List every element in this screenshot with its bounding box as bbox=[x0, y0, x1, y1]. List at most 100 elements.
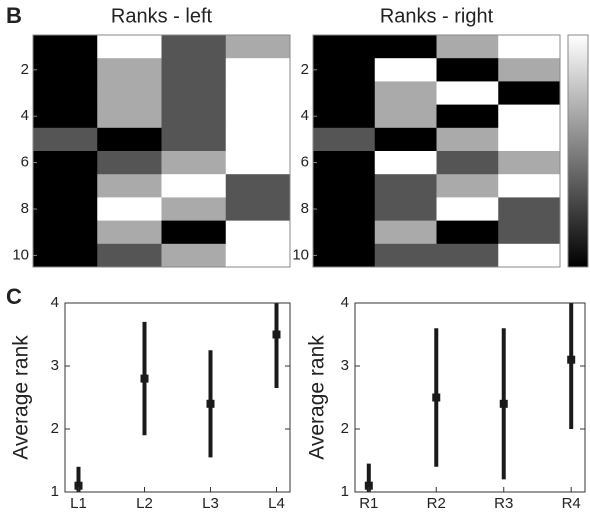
y-tick-label: 4 bbox=[301, 107, 309, 124]
heatmap-cell bbox=[313, 104, 376, 129]
chart-title: Ranks - right bbox=[380, 5, 494, 27]
heatmap-cell bbox=[225, 104, 291, 129]
colorbar bbox=[567, 34, 589, 268]
heatmap-cell bbox=[498, 220, 561, 245]
x-tick-label: L2 bbox=[136, 495, 153, 512]
heatmap-cell bbox=[313, 35, 376, 59]
marker bbox=[499, 399, 508, 408]
heatmap-cell bbox=[33, 243, 98, 268]
heatmap-cell bbox=[436, 35, 499, 59]
y-tick-label: 8 bbox=[21, 200, 29, 217]
x-tick-label: R1 bbox=[359, 495, 378, 512]
heatmap-cell bbox=[161, 35, 227, 59]
y-tick-label: 1 bbox=[51, 483, 59, 500]
heatmap-cell bbox=[33, 127, 98, 152]
plot-frame bbox=[354, 302, 586, 493]
x-tick-label: R4 bbox=[562, 495, 581, 512]
heatmap-cell bbox=[313, 243, 376, 268]
heatmap-cell bbox=[97, 220, 162, 245]
heatmap-cell bbox=[374, 243, 437, 268]
y-tick-label: 8 bbox=[301, 200, 309, 217]
plot-area bbox=[74, 303, 281, 492]
heatmap-cell bbox=[161, 104, 227, 129]
heatmap-cell bbox=[225, 58, 291, 82]
heatmap-cell bbox=[374, 58, 437, 82]
plot-frame bbox=[312, 34, 561, 268]
marker bbox=[206, 399, 215, 408]
heatmap-cell bbox=[225, 243, 291, 268]
heatmap-cell bbox=[436, 58, 499, 82]
x-tick-label: R2 bbox=[427, 495, 446, 512]
y-tick-label: 2 bbox=[51, 420, 59, 437]
y-axis-label: Average rank bbox=[10, 335, 33, 460]
y-tick-label: 4 bbox=[51, 294, 59, 311]
heatmap-cell bbox=[374, 174, 437, 198]
heatmap-cell bbox=[498, 104, 561, 129]
y-tick-label: 4 bbox=[21, 107, 29, 124]
panel-label: B bbox=[6, 3, 22, 28]
heatmap-cell bbox=[225, 220, 291, 245]
heatmap-cell bbox=[436, 81, 499, 106]
heatmap-cell bbox=[498, 243, 561, 268]
x-tick-label: L4 bbox=[268, 495, 285, 512]
heatmap-cell bbox=[225, 127, 291, 152]
heatmap-cell bbox=[97, 104, 162, 129]
heatmap-cell bbox=[436, 174, 499, 198]
heatmap-cell bbox=[436, 220, 499, 245]
marker bbox=[272, 330, 281, 339]
heatmap-cell bbox=[33, 35, 98, 59]
heatmap-cell bbox=[97, 81, 162, 106]
y-tick-label: 6 bbox=[301, 154, 309, 171]
heatmap-cell bbox=[313, 174, 376, 198]
y-tick-label: 3 bbox=[51, 357, 59, 374]
y-tick-label: 4 bbox=[341, 294, 349, 311]
y-tick-label: 3 bbox=[341, 357, 349, 374]
heatmap-cell bbox=[313, 220, 376, 245]
marker bbox=[432, 393, 441, 402]
heatmap-cell bbox=[374, 197, 437, 222]
heatmap-cell bbox=[498, 174, 561, 198]
plot-frame bbox=[64, 302, 291, 493]
y-axis-label: Average rank bbox=[306, 335, 329, 460]
panel-label: C bbox=[6, 284, 22, 309]
y-tick-label: 10 bbox=[292, 246, 309, 263]
heatmap-cell bbox=[436, 104, 499, 129]
heatmap-cell bbox=[97, 127, 162, 152]
heatmap-cell bbox=[436, 243, 499, 268]
heatmap-cell bbox=[161, 243, 227, 268]
heatmap-cell bbox=[161, 58, 227, 82]
heatmap-cell bbox=[97, 197, 162, 222]
heatmap-cell bbox=[161, 127, 227, 152]
heatmap-cell bbox=[33, 58, 98, 82]
heatmap-cell bbox=[225, 174, 291, 198]
y-tick-label: 10 bbox=[12, 246, 29, 263]
heatmap-cell bbox=[313, 197, 376, 222]
heatmap-cell bbox=[161, 220, 227, 245]
heatmap-cell bbox=[161, 197, 227, 222]
heatmap-cell bbox=[374, 151, 437, 175]
heatmap-cell bbox=[313, 81, 376, 106]
y-tick-label: 2 bbox=[301, 61, 309, 78]
heatmap-cell bbox=[374, 220, 437, 245]
plot-area bbox=[364, 303, 576, 492]
heatmap-cell bbox=[313, 151, 376, 175]
x-tick-label: L3 bbox=[202, 495, 219, 512]
heatmap-cell bbox=[225, 197, 291, 222]
heatmap-cell bbox=[33, 104, 98, 129]
marker bbox=[140, 374, 149, 383]
y-tick-label: 2 bbox=[341, 420, 349, 437]
heatmap-cell bbox=[33, 151, 98, 175]
heatmap-cell bbox=[313, 127, 376, 152]
heatmap-cell bbox=[161, 81, 227, 106]
heatmap-cell bbox=[374, 127, 437, 152]
x-tick-label: R3 bbox=[494, 495, 513, 512]
heatmap-cell bbox=[436, 197, 499, 222]
heatmap-cell bbox=[225, 81, 291, 106]
y-tick-label: 6 bbox=[21, 154, 29, 171]
heatmap-cell bbox=[161, 174, 227, 198]
marker bbox=[74, 481, 83, 490]
heatmap-cell bbox=[498, 35, 561, 59]
heatmap-cell bbox=[498, 197, 561, 222]
plot-frame bbox=[32, 34, 291, 268]
